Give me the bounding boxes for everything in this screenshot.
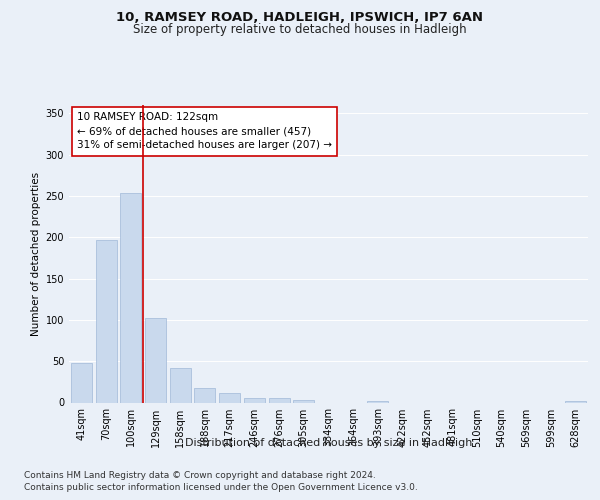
Text: Contains public sector information licensed under the Open Government Licence v3: Contains public sector information licen… xyxy=(24,483,418,492)
Y-axis label: Number of detached properties: Number of detached properties xyxy=(31,172,41,336)
Text: Distribution of detached houses by size in Hadleigh: Distribution of detached houses by size … xyxy=(185,438,472,448)
Bar xyxy=(194,388,215,402)
Bar xyxy=(170,368,191,402)
Bar xyxy=(219,394,240,402)
Bar xyxy=(95,240,116,402)
Bar xyxy=(367,401,388,402)
Text: 10 RAMSEY ROAD: 122sqm
← 69% of detached houses are smaller (457)
31% of semi-de: 10 RAMSEY ROAD: 122sqm ← 69% of detached… xyxy=(77,112,332,150)
Bar xyxy=(145,318,166,402)
Bar xyxy=(120,194,141,402)
Bar xyxy=(71,363,92,403)
Bar xyxy=(565,401,586,402)
Text: 10, RAMSEY ROAD, HADLEIGH, IPSWICH, IP7 6AN: 10, RAMSEY ROAD, HADLEIGH, IPSWICH, IP7 … xyxy=(116,11,484,24)
Text: Contains HM Land Registry data © Crown copyright and database right 2024.: Contains HM Land Registry data © Crown c… xyxy=(24,472,376,480)
Bar xyxy=(293,400,314,402)
Bar xyxy=(269,398,290,402)
Text: Size of property relative to detached houses in Hadleigh: Size of property relative to detached ho… xyxy=(133,24,467,36)
Bar xyxy=(244,398,265,402)
